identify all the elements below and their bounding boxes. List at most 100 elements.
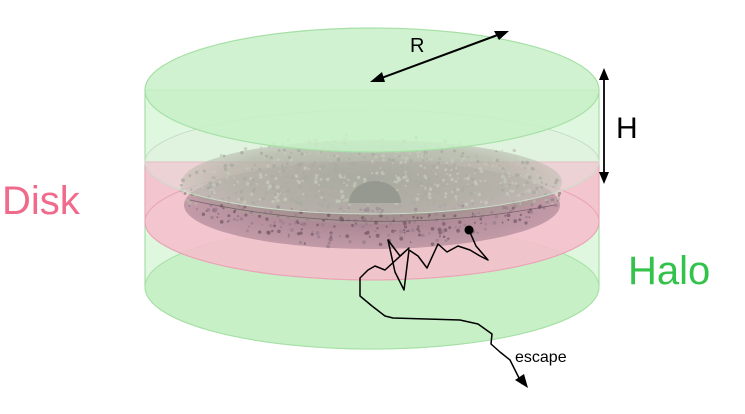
particle-speckle (393, 171, 397, 174)
particle-speckle (427, 176, 431, 180)
particle-speckle (409, 159, 413, 162)
particle-speckle (271, 199, 276, 204)
particle-speckle (484, 179, 487, 182)
particle-speckle (430, 158, 433, 161)
particle-speckle (491, 164, 495, 168)
particle-speckle (219, 220, 224, 224)
particle-speckle (333, 154, 336, 157)
particle-speckle (428, 213, 431, 217)
particle-speckle (469, 191, 474, 196)
particle-speckle (180, 183, 183, 187)
particle-speckle (478, 166, 482, 171)
particle-speckle (396, 189, 399, 192)
particle-speckle (194, 202, 198, 206)
particle-speckle (212, 183, 216, 187)
particle-speckle (394, 206, 397, 210)
particle-speckle (529, 210, 534, 214)
particle-speckle (316, 151, 321, 155)
particle-speckle (513, 155, 517, 159)
particle-speckle (294, 213, 298, 216)
particle-speckle (533, 200, 536, 204)
particle-speckle (302, 224, 304, 227)
particle-speckle (340, 200, 343, 203)
particle-speckle (494, 153, 497, 156)
particle-speckle (427, 192, 432, 196)
particle-speckle (405, 178, 409, 183)
particle-speckle (222, 197, 224, 200)
particle-speckle (517, 193, 521, 197)
particle-speckle (355, 222, 358, 225)
escape-arrowhead (515, 374, 528, 388)
particle-speckle (202, 169, 206, 173)
particle-speckle (418, 181, 423, 186)
particle-speckle (267, 187, 271, 191)
particle-speckle (434, 172, 437, 175)
particle-speckle (400, 214, 403, 217)
particle-speckle (211, 178, 215, 182)
particle-speckle (280, 185, 283, 188)
particle-speckle (236, 219, 239, 222)
particle-speckle (512, 148, 517, 153)
particle-speckle (380, 209, 384, 212)
particle-speckle (284, 166, 287, 169)
particle-speckle (276, 157, 280, 162)
particle-speckle (308, 152, 311, 155)
particle-speckle (265, 180, 270, 185)
particle-speckle (277, 229, 281, 234)
particle-speckle (442, 178, 445, 182)
particle-speckle (444, 195, 447, 199)
particle-speckle (387, 233, 390, 237)
particle-speckle (519, 174, 522, 177)
particle-speckle (500, 174, 505, 179)
particle-speckle (223, 167, 228, 171)
particle-speckle (376, 227, 379, 230)
particle-speckle (398, 234, 401, 237)
particle-speckle (426, 198, 429, 202)
particle-speckle (410, 178, 413, 181)
particle-speckle (503, 177, 507, 181)
particle-speckle (210, 215, 214, 220)
particle-speckle (468, 163, 471, 167)
particle-speckle (349, 184, 352, 187)
particle-speckle (387, 157, 392, 162)
particle-speckle (281, 169, 286, 173)
particle-speckle (423, 150, 428, 154)
particle-speckle (201, 186, 204, 189)
particle-speckle (461, 155, 464, 158)
particle-speckle (461, 189, 465, 192)
particle-speckle (264, 154, 269, 158)
particle-speckle (275, 195, 279, 199)
particle-speckle (557, 194, 561, 198)
particle-speckle (545, 171, 549, 175)
particle-speckle (544, 183, 548, 186)
particle-speckle (363, 156, 366, 159)
particle-speckle (299, 202, 303, 207)
particle-speckle (227, 214, 231, 218)
particle-speckle (401, 156, 404, 159)
particle-speckle (278, 219, 283, 223)
particle-speckle (323, 197, 327, 201)
particle-speckle (233, 209, 237, 213)
particle-speckle (395, 174, 398, 177)
particle-speckle (527, 189, 532, 193)
particle-speckle (525, 180, 529, 185)
particle-speckle (420, 233, 424, 237)
particle-speckle (552, 185, 555, 188)
particle-speckle (456, 187, 460, 192)
particle-speckle (507, 218, 510, 221)
particle-speckle (357, 161, 360, 164)
particle-speckle (506, 213, 511, 218)
particle-speckle (249, 167, 251, 169)
particle-speckle (441, 229, 445, 234)
particle-speckle (403, 225, 408, 229)
particle-speckle (273, 224, 277, 228)
particle-speckle (211, 192, 214, 195)
particle-speckle (407, 229, 410, 233)
particle-speckle (219, 154, 223, 157)
particle-speckle (348, 157, 351, 160)
particle-speckle (484, 162, 488, 166)
particle-speckle (463, 177, 466, 180)
particle-speckle (282, 148, 286, 152)
particle-speckle (501, 205, 506, 210)
particle-speckle (354, 162, 357, 165)
